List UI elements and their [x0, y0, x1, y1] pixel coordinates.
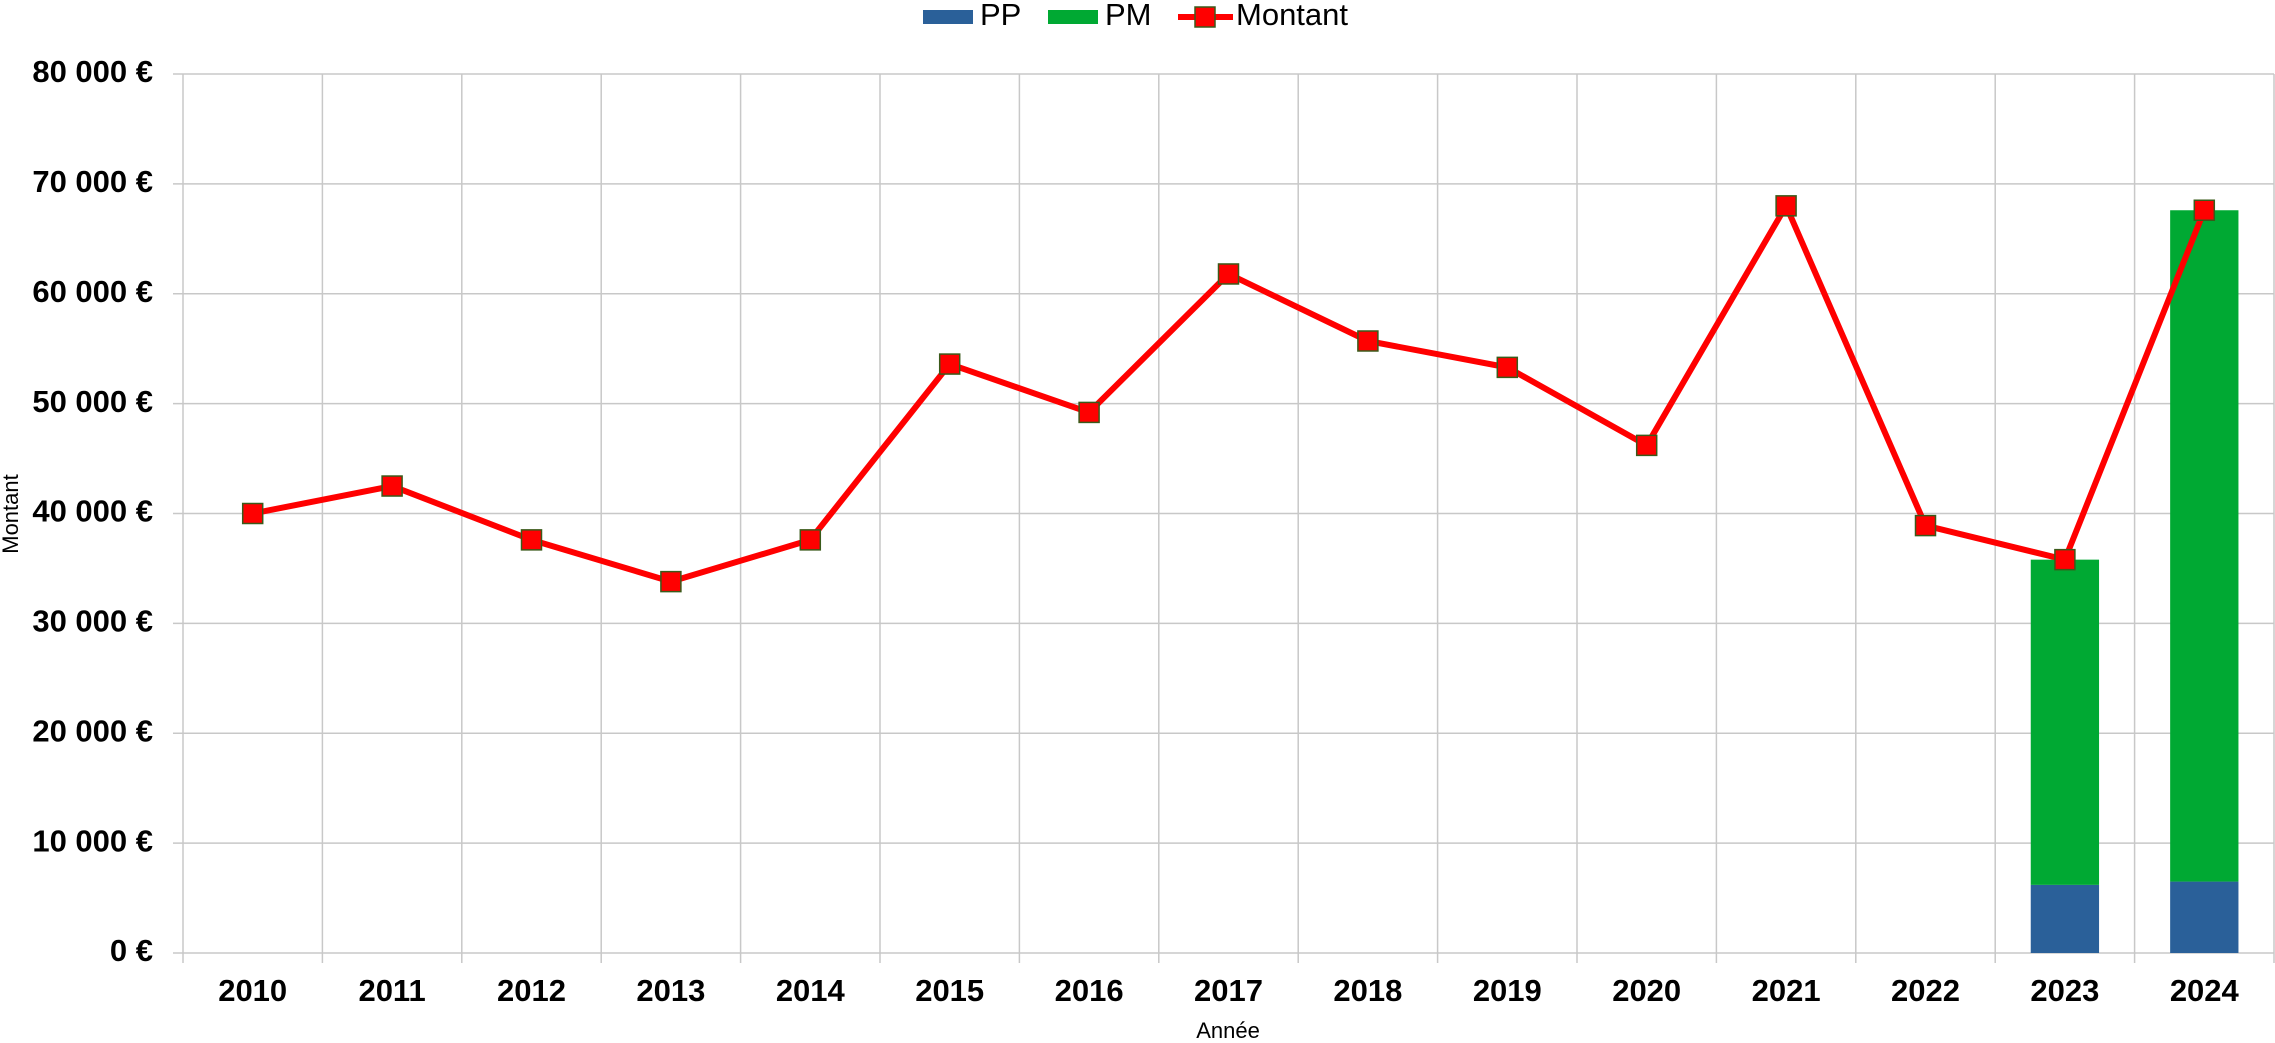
y-tick-label: 40 000 €: [32, 494, 153, 529]
legend-swatch: [1048, 10, 1098, 24]
legend-label: Montant: [1236, 0, 1348, 32]
line-marker: [381, 475, 403, 497]
bar: [2030, 559, 2100, 885]
x-tick-label: 2017: [1194, 973, 1263, 1008]
x-tick-label: 2018: [1333, 973, 1402, 1008]
x-tick-label: 2011: [358, 973, 425, 1008]
y-tick-label: 10 000 €: [32, 823, 153, 858]
x-tick-label: 2024: [2170, 973, 2240, 1008]
line-marker: [241, 502, 264, 525]
line-marker: [1078, 401, 1100, 424]
x-tick-label: 2014: [776, 973, 846, 1008]
line-marker: [1496, 356, 1519, 379]
y-tick-label: 20 000 €: [32, 713, 153, 748]
line: [252, 202, 2208, 585]
line-marker: [2054, 548, 2076, 571]
bar: [2170, 881, 2239, 953]
x-tick-label: 2016: [1055, 973, 1124, 1008]
x-tick-label: 2022: [1891, 973, 1960, 1008]
y-tick-label: 70 000 €: [32, 164, 153, 199]
x-tick-label: 2020: [1612, 973, 1681, 1008]
line-marker: [1357, 330, 1379, 352]
legend-label: PP: [980, 0, 1021, 32]
y-tick-label: 30 000 €: [32, 604, 153, 639]
line-marker: [520, 529, 543, 551]
y-tick-label: 80 000 €: [32, 54, 153, 89]
x-tick-label: 2012: [497, 973, 566, 1008]
line-marker: [799, 529, 822, 551]
x-tick-label: 2023: [2030, 973, 2099, 1008]
line-marker: [938, 353, 961, 375]
y-tick-label: 50 000 €: [32, 384, 153, 419]
line-marker: [1914, 514, 1937, 537]
line-marker: [1217, 263, 1240, 285]
line-marker: [660, 570, 682, 593]
legend-label: PM: [1105, 0, 1152, 32]
x-tick-label: 2021: [1752, 973, 1821, 1008]
bar: [2170, 210, 2239, 882]
x-tick-label: 2019: [1473, 973, 1542, 1008]
x-tick-label: 2015: [915, 973, 984, 1008]
line-marker: [2193, 199, 2216, 221]
x-axis-label: Année: [1196, 1018, 1260, 1043]
line-marker: [1775, 195, 1797, 217]
x-tick-label: 2010: [218, 973, 287, 1008]
x-tick-label: 2013: [636, 973, 705, 1008]
y-axis-label: Montant: [0, 474, 23, 554]
legend-swatch: [923, 10, 973, 24]
y-tick-label: 60 000 €: [32, 274, 153, 309]
y-tick-label: 0 €: [110, 933, 153, 968]
line-marker: [1635, 434, 1658, 457]
legend-marker: [1194, 6, 1216, 28]
bar: [2030, 884, 2100, 953]
